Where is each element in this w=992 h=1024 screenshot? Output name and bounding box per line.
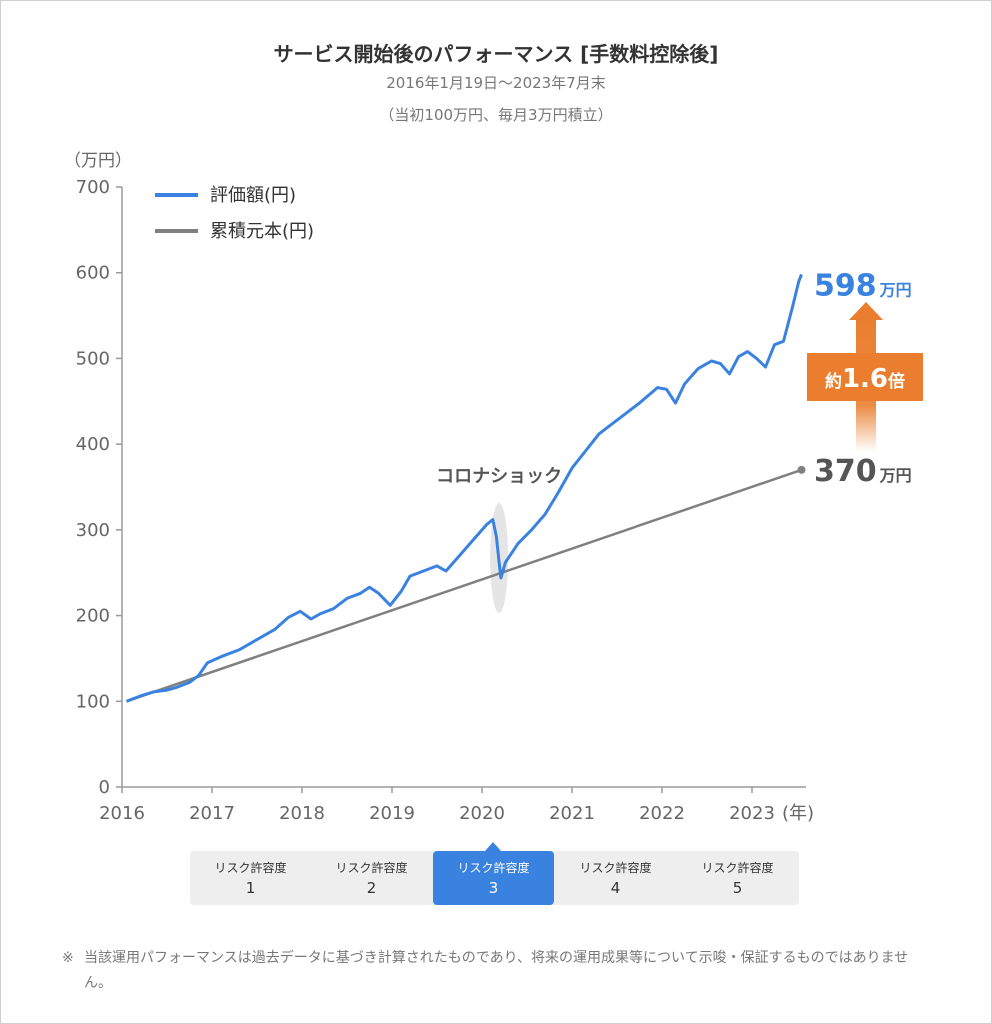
x-tick-label: 2017 <box>189 803 235 824</box>
multiplier-prefix: 約 <box>825 371 842 392</box>
series-value-line <box>125 273 803 703</box>
risk-tab-level: 2 <box>366 879 377 897</box>
final-principal-label: 370 万円 <box>814 454 912 489</box>
risk-tab-5[interactable]: リスク許容度 5 <box>677 851 798 905</box>
risk-tab-label: リスク許容度 <box>457 861 530 875</box>
final-value-label: 598 万円 <box>814 268 912 303</box>
y-tick-label: 300 <box>76 520 110 541</box>
risk-tab-2[interactable]: リスク許容度 2 <box>311 851 432 905</box>
y-tick-label: 400 <box>76 434 110 455</box>
x-tick-label: 2023 <box>729 803 775 824</box>
legend-label-value: 評価額(円) <box>210 185 296 206</box>
x-axis-unit-label: (年) <box>782 803 814 824</box>
final-value-unit: 万円 <box>879 280 912 299</box>
x-tick-label: 2021 <box>549 803 595 824</box>
multiplier-badge <box>807 353 923 401</box>
risk-tab-label: リスク許容度 <box>701 861 774 875</box>
performance-chart: （万円） 0 100 200 300 400 500 600 700 2016 2017 2018… <box>64 151 923 824</box>
principal-end-point <box>797 465 806 474</box>
risk-tab-label: リスク許容度 <box>335 861 408 875</box>
selected-caret-icon <box>485 842 501 851</box>
risk-tab-level: 4 <box>610 879 621 897</box>
risk-tab-1[interactable]: リスク許容度 1 <box>190 851 311 905</box>
y-tick-label: 0 <box>99 777 110 798</box>
risk-tab-level: 1 <box>245 879 256 897</box>
growth-arrow-head <box>849 302 883 320</box>
risk-tolerance-tabs: リスク許容度 1 リスク許容度 2 リスク許容度 3 リスク許容度 4 リスク許… <box>190 842 799 905</box>
series-principal-line <box>126 468 802 703</box>
chart-legend: 評価額(円) 累積元本(円) <box>155 185 314 242</box>
multiplier-text: 約1.6倍 <box>825 364 905 394</box>
chart-condition: （当初100万円、毎月3万円積立） <box>379 106 613 124</box>
final-principal-number: 370 <box>814 454 877 489</box>
multiplier-value: 1.6 <box>842 364 888 394</box>
y-tick-label: 100 <box>76 691 110 712</box>
y-tick-label: 500 <box>76 348 110 369</box>
growth-arrow: 約1.6倍 <box>807 302 923 452</box>
final-principal-unit: 万円 <box>879 466 912 485</box>
note-mark: ※ <box>62 950 74 966</box>
chart-title: サービス開始後のパフォーマンス [手数料控除後] <box>273 42 719 66</box>
covid-shock-label: コロナショック <box>436 466 562 487</box>
x-tick-label: 2020 <box>459 803 505 824</box>
y-tick-label: 200 <box>76 606 110 627</box>
multiplier-suffix: 倍 <box>888 371 905 392</box>
risk-tab-level: 5 <box>732 879 743 897</box>
risk-tab-level: 3 <box>488 879 499 897</box>
risk-tab-label: リスク許容度 <box>579 861 652 875</box>
x-tick-label: 2019 <box>369 803 415 824</box>
x-tick-label: 2022 <box>639 803 685 824</box>
risk-tab-3[interactable]: リスク許容度 3 <box>433 842 554 905</box>
legend-label-principal: 累積元本(円) <box>210 221 314 242</box>
final-value-number: 598 <box>814 268 877 303</box>
note-text: 当該運用パフォーマンスは過去データに基づき計算されたものであり、将来の運用成果等… <box>84 950 909 991</box>
risk-tab-4[interactable]: リスク許容度 4 <box>555 851 676 905</box>
x-tick-label: 2016 <box>99 803 145 824</box>
disclaimer-note: ※ 当該運用パフォーマンスは過去データに基づき計算されたものであり、将来の運用成… <box>62 946 922 996</box>
chart-period: 2016年1月19日～2023年7月末 <box>386 74 606 92</box>
y-tick-label: 700 <box>76 177 110 198</box>
y-tick-label: 600 <box>76 263 110 284</box>
y-axis-unit-label: （万円） <box>64 151 132 171</box>
x-tick-label: 2018 <box>279 803 325 824</box>
risk-tab-label: リスク許容度 <box>214 861 287 875</box>
